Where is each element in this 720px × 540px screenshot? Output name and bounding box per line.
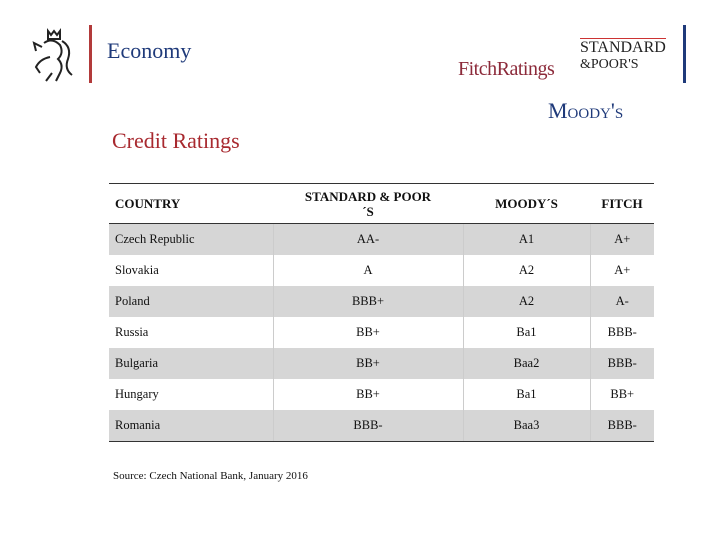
cell-fitch-rating: A- (589, 286, 654, 317)
cell-fitch-rating: BB+ (589, 379, 654, 410)
cell-sp-rating: A (272, 255, 463, 286)
cell-fitch-rating: BBB- (589, 410, 654, 442)
cell-moodys-rating: Baa3 (462, 410, 590, 442)
sp-logo-line2: &POOR'S (580, 57, 639, 72)
sp-logo-line1: STANDARD (580, 38, 666, 56)
standard-poors-logo: STANDARD &POOR'S (580, 38, 666, 73)
cell-sp-rating: BBB+ (272, 286, 463, 317)
table-header-row: COUNTRY STANDARD & POOR´S MOODY´S FITCH (109, 183, 654, 224)
table-row: Slovakia A A2 A+ (109, 255, 654, 286)
credit-ratings-table: COUNTRY STANDARD & POOR´S MOODY´S FITCH … (109, 183, 654, 442)
cell-sp-rating: BB+ (272, 348, 463, 379)
column-header-moodys: MOODY´S (463, 183, 590, 224)
cell-moodys-rating: Ba1 (462, 317, 590, 348)
cell-fitch-rating: BBB- (589, 317, 654, 348)
cell-country: Romania (109, 410, 273, 442)
page-title: Economy (107, 38, 192, 63)
column-header-fitch: FITCH (590, 183, 654, 224)
cell-fitch-rating: A+ (589, 223, 654, 255)
fitch-ratings-logo: FitchRatings (458, 58, 555, 80)
moodys-logo: Moody's (548, 98, 624, 123)
column-header-sp: STANDARD & POOR´S (273, 183, 463, 224)
table-row: Hungary BB+ Ba1 BB+ (109, 379, 654, 410)
cell-country: Bulgaria (109, 348, 273, 379)
source-note: Source: Czech National Bank, January 201… (113, 470, 308, 482)
cell-moodys-rating: A1 (462, 223, 590, 255)
cell-country: Slovakia (115, 263, 159, 277)
table-row: Russia BB+ Ba1 BBB- (109, 317, 654, 348)
table-row: Romania BBB- Baa3 BBB- (109, 410, 654, 442)
table-row: Poland BBB+ A2 A- (109, 286, 654, 317)
table-row: Czech Republic AA- A1 A+ (109, 223, 654, 255)
cell-fitch-rating: BBB- (589, 348, 654, 379)
cell-country: Poland (109, 286, 273, 317)
cell-sp-rating: BB+ (272, 379, 463, 410)
table-row: Bulgaria BB+ Baa2 BBB- (109, 348, 654, 379)
cell-moodys-rating: A2 (462, 255, 590, 286)
czech-lion-logo (32, 28, 73, 82)
title-divider (89, 25, 92, 83)
cell-sp-rating: BBB- (272, 410, 463, 442)
logo-divider (683, 25, 686, 83)
cell-country: Czech Republic (109, 223, 273, 255)
cell-moodys-rating: Ba1 (462, 379, 590, 410)
cell-country: Hungary (115, 387, 159, 401)
cell-country: Russia (115, 325, 149, 339)
cell-moodys-rating: A2 (462, 286, 590, 317)
cell-fitch-rating: A+ (589, 255, 654, 286)
section-title: Credit Ratings (112, 128, 240, 153)
cell-sp-rating: AA- (272, 223, 463, 255)
column-header-country: COUNTRY (109, 183, 273, 224)
cell-sp-rating: BB+ (272, 317, 463, 348)
cell-moodys-rating: Baa2 (462, 348, 590, 379)
